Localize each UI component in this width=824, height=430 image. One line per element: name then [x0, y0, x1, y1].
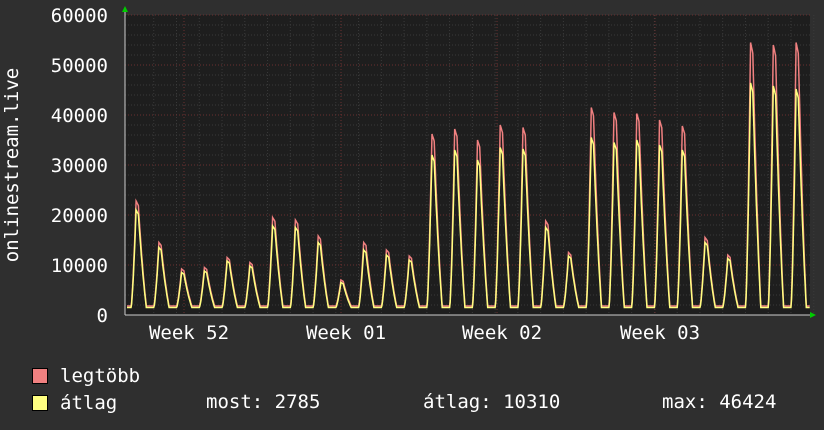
- y-tick-label: 10000: [51, 255, 108, 277]
- x-tick-label: Week 03: [620, 322, 700, 344]
- series-line-max: [127, 42, 810, 307]
- y-tick-label: 50000: [51, 55, 108, 77]
- y-tick-label: 0: [97, 305, 108, 327]
- y-tick-label: 40000: [51, 105, 108, 127]
- y-tick-label: 30000: [51, 155, 108, 177]
- y-tick-label: 60000: [51, 5, 108, 27]
- x-tick-label: Week 02: [462, 322, 542, 344]
- x-axis-arrow: [810, 312, 816, 318]
- y-tick-label: 20000: [51, 205, 108, 227]
- y-axis-label: onlinestream.live: [1, 68, 23, 262]
- x-tick-label: Week 01: [306, 322, 386, 344]
- series-line-avg: [127, 82, 810, 309]
- y-axis-arrow: [122, 6, 128, 12]
- x-tick-label: Week 52: [149, 322, 229, 344]
